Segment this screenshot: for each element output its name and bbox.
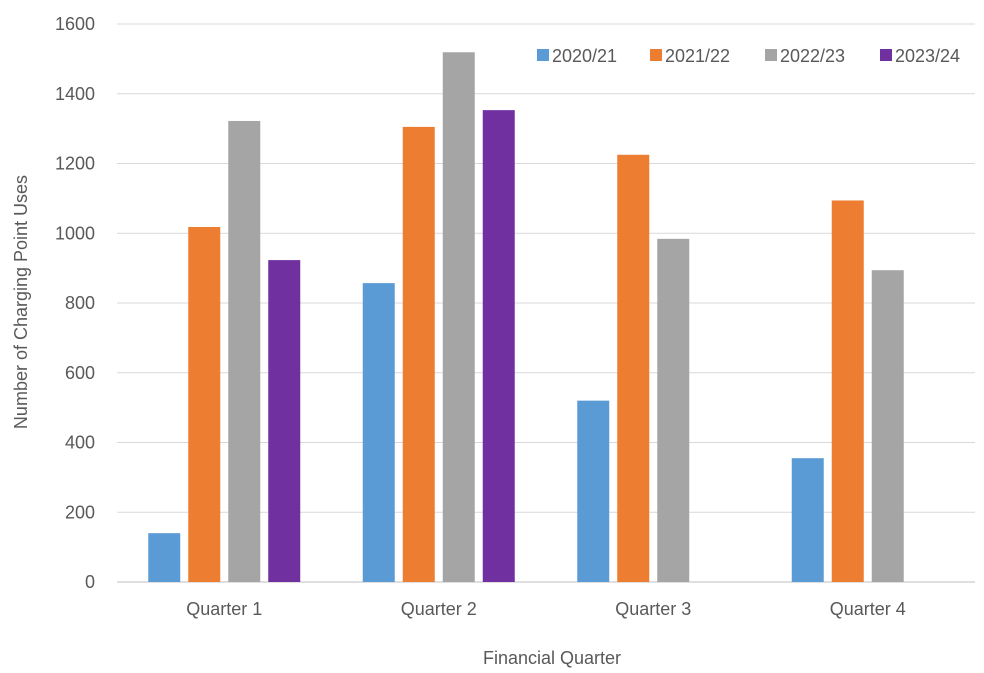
legend-label: 2023/24 [895,46,960,66]
legend-label: 2020/21 [552,46,617,66]
x-axis-ticks: Quarter 1 Quarter 2 Quarter 3 Quarter 4 [186,599,906,619]
y-tick-label: 0 [85,572,95,592]
legend-swatch [650,49,662,61]
bar-2020-21-quarter-4 [791,458,824,582]
bars [148,52,904,583]
bar-2021-22-quarter-1 [188,226,221,582]
x-tick-label: Quarter 1 [186,599,262,619]
legend: 2020/21 2021/22 2022/23 2023/24 [537,46,960,66]
bar-2020-21-quarter-3 [577,400,610,582]
y-axis-label: Number of Charging Point Uses [11,175,31,429]
x-axis-label: Financial Quarter [483,648,621,668]
bar-2023-24-quarter-2 [482,110,515,583]
y-tick-label: 1000 [55,223,95,243]
x-tick-label: Quarter 2 [401,599,477,619]
bar-2020-21-quarter-1 [148,533,181,582]
bar-2023-24-quarter-1 [268,260,301,582]
legend-swatch [880,49,892,61]
bar-2022-23-quarter-1 [228,120,261,582]
y-tick-label: 400 [65,433,95,453]
bar-2022-23-quarter-2 [442,52,475,582]
y-tick-label: 1400 [55,84,95,104]
y-tick-label: 800 [65,293,95,313]
y-tick-label: 1200 [55,154,95,174]
bar-2021-22-quarter-4 [831,200,864,582]
bar-2022-23-quarter-3 [657,238,690,582]
bar-2022-23-quarter-4 [871,270,904,582]
y-tick-label: 1600 [55,14,95,34]
legend-label: 2021/22 [665,46,730,66]
y-tick-label: 200 [65,502,95,522]
y-tick-label: 600 [65,363,95,383]
bar-2021-22-quarter-2 [402,126,435,582]
legend-swatch [537,49,549,61]
x-tick-label: Quarter 4 [830,599,906,619]
legend-label: 2022/23 [780,46,845,66]
legend-swatch [765,49,777,61]
bar-2021-22-quarter-3 [617,154,650,582]
x-tick-label: Quarter 3 [615,599,691,619]
y-axis-ticks: 0 200 400 600 800 1000 1200 1400 1600 [55,14,95,592]
bar-2020-21-quarter-2 [362,283,395,582]
